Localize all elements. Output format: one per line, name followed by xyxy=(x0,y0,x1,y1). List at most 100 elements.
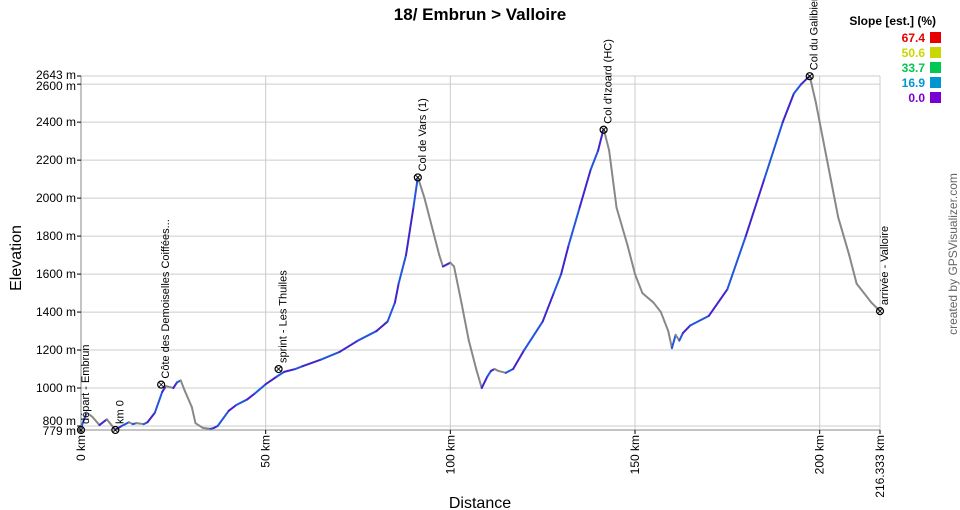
x-tick-label: 50 km xyxy=(259,435,273,468)
x-tick-label: 200 km xyxy=(813,435,827,474)
y-tick-label: 2600 m xyxy=(36,79,76,93)
legend-swatch xyxy=(930,32,941,43)
profile-segment xyxy=(172,381,179,390)
waypoint-cross xyxy=(112,427,119,433)
waypoint-cross xyxy=(600,126,607,133)
profile-segment xyxy=(190,406,197,425)
legend-swatch xyxy=(930,62,941,73)
profile-segment xyxy=(294,365,304,371)
profile-segment xyxy=(855,282,865,295)
profile-segment xyxy=(467,339,478,371)
profile-segment xyxy=(523,320,544,352)
profile-segment xyxy=(386,301,396,323)
grid-lines xyxy=(80,75,881,431)
waypoint-marker xyxy=(875,307,885,316)
waypoint-marker xyxy=(111,425,120,435)
y-tick-label: 1600 m xyxy=(36,267,76,281)
profile-segment xyxy=(179,379,186,391)
profile-segment xyxy=(235,398,249,407)
waypoints: départ - Embrun km 0 Côte des Demoiselles … xyxy=(76,0,891,435)
profile-segment xyxy=(486,369,492,378)
profile-segment xyxy=(652,301,662,314)
waypoint-cross xyxy=(415,174,421,181)
profile-segment xyxy=(763,121,784,181)
profile-segment xyxy=(497,369,507,374)
profile-segment xyxy=(338,339,360,353)
legend-entry-label: 67.4 xyxy=(902,31,926,45)
profile-segment xyxy=(608,149,618,209)
slope-legend: Slope [est.] (%) 67.450.633.716.90.0 xyxy=(849,14,941,105)
waypoint-cross xyxy=(275,366,282,372)
profile-segment xyxy=(320,350,341,361)
profile-segment xyxy=(430,225,441,257)
x-tick-label: 0 km xyxy=(74,435,88,461)
legend-swatch xyxy=(930,77,941,88)
profile-segment xyxy=(460,301,470,342)
profile-segment xyxy=(357,330,378,342)
profile-segment xyxy=(567,206,581,247)
profile-segment xyxy=(726,235,747,291)
profile-segment xyxy=(808,75,817,105)
profile-segment xyxy=(480,375,489,390)
profile-segment xyxy=(822,140,832,181)
profile-segment xyxy=(393,282,400,304)
y-tick-label: 800 m xyxy=(43,414,76,428)
y-tick-label: 1200 m xyxy=(36,343,76,357)
profile-segment xyxy=(216,409,230,428)
x-axis-label: Distance xyxy=(449,495,511,510)
waypoint-marker xyxy=(413,173,422,182)
profile-segment xyxy=(135,422,145,426)
profile-segment xyxy=(689,314,710,327)
x-axis-ticks: 0 km 50 km 100 km 150 km 200 km 216.333 km xyxy=(74,430,887,498)
waypoint-label: arrivée - Valloire xyxy=(879,226,891,305)
waypoint-marker xyxy=(274,364,283,374)
x-tick-label: 150 km xyxy=(628,435,642,474)
profile-segment xyxy=(201,426,212,430)
profile-segment xyxy=(146,411,156,424)
profile-segment xyxy=(597,127,605,152)
waypoint-label: Col du Galibier xyxy=(809,0,821,70)
profile-segment xyxy=(153,390,164,414)
profile-segment xyxy=(194,422,204,429)
waypoint-cross xyxy=(877,308,883,314)
legend-swatch xyxy=(930,47,941,58)
profile-segment xyxy=(781,92,795,124)
profile-segment xyxy=(120,421,131,428)
profile-segment xyxy=(615,206,629,247)
waypoint-label: Côte des Demoiselles Coiffées... xyxy=(160,219,172,378)
profile-segment xyxy=(423,197,433,228)
profile-segment xyxy=(227,404,238,412)
profile-segment xyxy=(453,265,463,304)
waypoint-label: Col de Vars (1) xyxy=(417,98,429,171)
profile-segment xyxy=(91,415,101,427)
profile-segment xyxy=(589,149,600,171)
profile-segment xyxy=(814,102,825,143)
waypoint-cross xyxy=(78,427,84,433)
profile-segment xyxy=(659,311,666,323)
profile-segment xyxy=(678,331,685,342)
y-tick-label: 1000 m xyxy=(36,381,76,395)
profile-segment xyxy=(682,324,692,334)
waypoint-label: km 0 xyxy=(114,400,126,424)
profile-segment xyxy=(475,368,483,390)
y-tick-label: 1400 m xyxy=(36,305,76,319)
x-tick-label: 216.333 km xyxy=(873,435,887,498)
profile-segment xyxy=(829,178,840,219)
profile-segment xyxy=(848,254,858,285)
y-tick-label: 2200 m xyxy=(36,153,76,167)
elevation-profile-line xyxy=(80,75,881,431)
y-tick-label: 2643 m xyxy=(36,68,76,82)
y-axis-label: Elevation xyxy=(8,225,25,291)
profile-segment xyxy=(301,358,323,368)
profile-segment xyxy=(412,176,419,209)
profile-segment xyxy=(183,388,193,409)
profile-segment xyxy=(438,254,444,268)
profile-segment xyxy=(707,288,729,317)
profile-segment xyxy=(578,168,592,209)
waypoint-label: Col d'Izoard (HC) xyxy=(603,39,615,124)
waypoint-marker xyxy=(157,380,166,389)
y-tick-label: 2400 m xyxy=(36,115,76,129)
legend-entry-label: 50.6 xyxy=(902,46,926,60)
profile-segment xyxy=(80,411,88,429)
